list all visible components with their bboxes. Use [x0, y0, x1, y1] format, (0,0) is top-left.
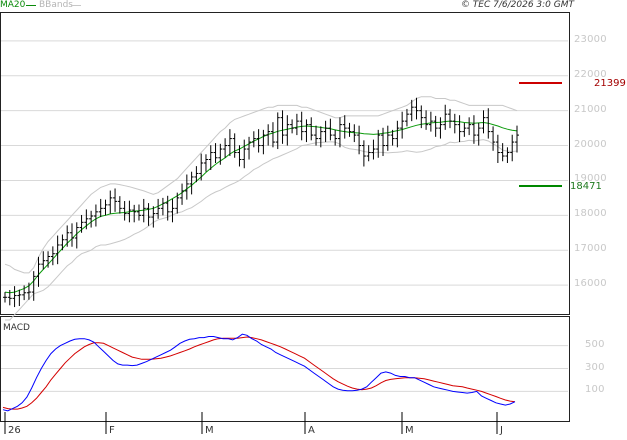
price-panel	[0, 12, 570, 315]
macd-signal-line	[2, 336, 516, 410]
bb-upper-line	[4, 96, 518, 274]
legend-ma20-swatch	[26, 5, 36, 6]
time-ticks	[4, 412, 498, 434]
time-tick-label: F	[109, 425, 115, 436]
time-tick-label: A	[308, 425, 315, 436]
price-tick-label: 20000	[574, 138, 607, 150]
time-tick-label: J	[500, 425, 503, 436]
price-tick-label: 19000	[574, 173, 607, 185]
macd-tick-label: 100	[585, 384, 605, 396]
gridlines	[1, 40, 568, 392]
legend-bbands: BBands	[39, 0, 73, 10]
legend-ma20: MA20	[0, 0, 26, 10]
support-label: 18471	[570, 181, 602, 192]
price-tick-label: 18000	[574, 208, 607, 220]
copyright-timestamp: © TEC 7/6/2026 3:0 GMT	[460, 0, 574, 10]
price-tick-label: 22000	[574, 68, 607, 80]
macd-tick-label: 500	[585, 338, 605, 350]
macd-lines	[2, 333, 516, 412]
ma20-path	[4, 120, 518, 294]
resistance-label: 21399	[594, 78, 626, 89]
price-tick-label: 16000	[574, 278, 607, 290]
macd-title: MACD	[3, 323, 30, 333]
time-tick-label: 26	[8, 425, 21, 436]
time-tick-label: M	[205, 425, 214, 436]
price-tick-label: 23000	[574, 33, 607, 45]
support-resistance-levels	[519, 82, 562, 187]
price-bars	[3, 97, 519, 308]
macd-line	[2, 333, 516, 412]
macd-tick-label: 300	[585, 361, 605, 373]
price-tick-label: 21000	[574, 103, 607, 115]
bb-lower-line	[5, 139, 518, 321]
ma20-line	[4, 120, 518, 294]
price-tick-label: 17000	[574, 243, 607, 255]
legend-bbands-swatch	[71, 5, 81, 6]
bollinger-bands	[4, 96, 518, 321]
time-tick-label: M	[405, 425, 414, 436]
